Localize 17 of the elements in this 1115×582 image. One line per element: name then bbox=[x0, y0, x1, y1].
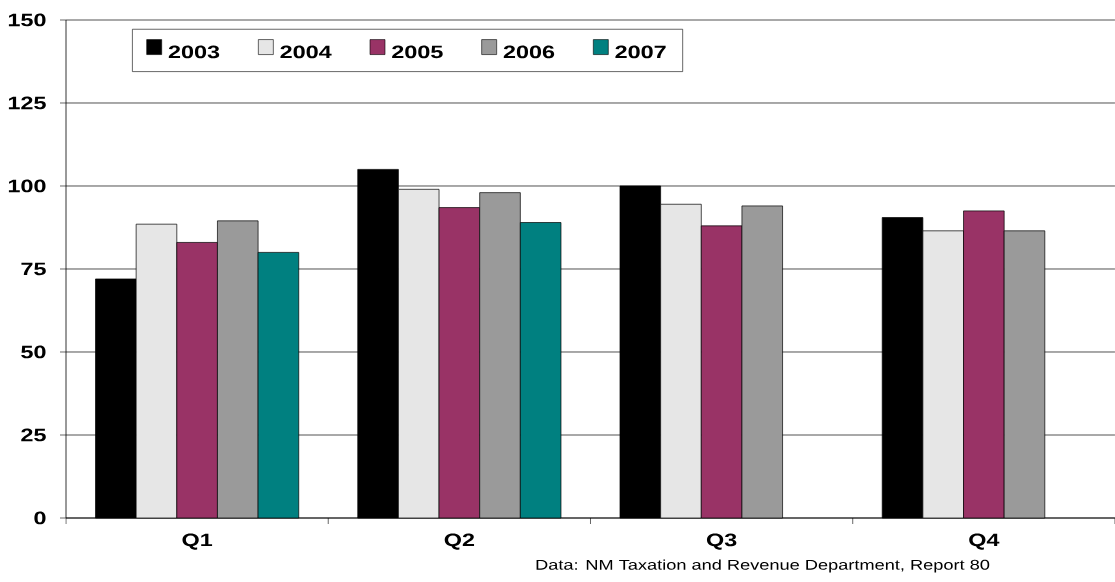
text: Data: NM Taxation and Revenue Department, Report 80 bbox=[536, 559, 990, 573]
x-tick-label: Q3 bbox=[706, 533, 737, 550]
x-tick-label: Q2 bbox=[444, 533, 475, 550]
x-tick-label: Q4 bbox=[969, 533, 1000, 550]
x-tick-label: Q1 bbox=[182, 533, 213, 550]
legend-label: 2007 bbox=[615, 45, 666, 59]
y-tick-label: 150 bbox=[8, 13, 46, 27]
legend-label: 2005 bbox=[392, 45, 443, 59]
y-tick-label: 125 bbox=[8, 96, 46, 110]
legend-label: 2006 bbox=[503, 45, 555, 59]
legend-label: 2004 bbox=[280, 45, 332, 59]
y-tick-label: 50 bbox=[21, 345, 46, 359]
y-tick-label: 100 bbox=[8, 179, 46, 193]
y-tick-label: 75 bbox=[21, 262, 46, 276]
legend-label: 2003 bbox=[168, 45, 220, 59]
y-tick-label: 25 bbox=[21, 428, 46, 442]
y-tick-label: 0 bbox=[34, 511, 46, 525]
